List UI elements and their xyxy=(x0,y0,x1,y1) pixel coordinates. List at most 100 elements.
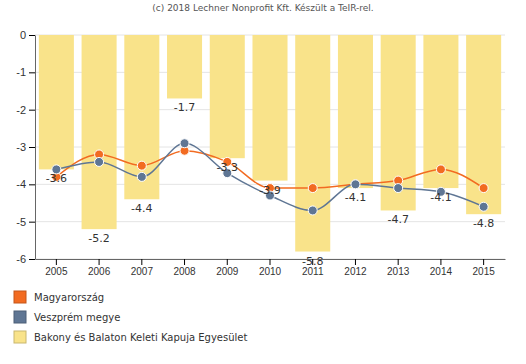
tick-mark xyxy=(29,222,35,223)
y-tick-label: -4 xyxy=(16,178,26,190)
data-label: -3.6 xyxy=(46,172,67,185)
tick-mark xyxy=(398,259,399,265)
y-tick-label: -5 xyxy=(16,216,26,228)
tick-mark xyxy=(141,259,142,265)
legend-swatch xyxy=(14,331,26,343)
x-axis: 2005 2006 2007 2008 2009 2010 2011 2012 2013 2014… xyxy=(36,259,506,277)
tick: 2010 xyxy=(259,259,282,277)
data-label: -4.1 xyxy=(430,191,451,204)
y-axis: -6-5-4-3-2-10 xyxy=(16,29,35,265)
bar xyxy=(466,35,501,214)
tick-mark xyxy=(29,110,35,111)
x-tick-label: 2010 xyxy=(259,266,282,277)
marker xyxy=(95,157,104,166)
tick-mark xyxy=(270,259,271,265)
legend-item: Bakony és Balaton Keleti Kapuja Egyesüle… xyxy=(14,331,247,343)
axis-line xyxy=(35,36,36,260)
grid xyxy=(35,35,505,259)
tick: 2006 xyxy=(88,259,111,277)
bar xyxy=(124,35,159,199)
legend-label: Veszprém megye xyxy=(34,312,120,323)
marker xyxy=(351,180,360,189)
bar xyxy=(295,35,330,252)
data-labels: -3.6-5.2-4.4-1.7-3.3-3.9-5.8-4.1-4.7-4.1… xyxy=(46,101,495,267)
tick-mark xyxy=(29,147,35,148)
marker xyxy=(180,139,189,148)
plot: -3.6-5.2-4.4-1.7-3.3-3.9-5.8-4.1-4.7-4.1… xyxy=(16,29,505,277)
tick-mark xyxy=(29,72,35,73)
x-tick-label: 2014 xyxy=(430,266,453,277)
bar xyxy=(252,35,287,181)
tick: 2011 xyxy=(302,259,324,277)
legend-swatch xyxy=(14,291,26,303)
marker xyxy=(394,184,403,193)
x-tick-label: 2011 xyxy=(302,266,324,277)
legend-item: Veszprém megye xyxy=(14,311,120,323)
tick-mark xyxy=(29,184,35,185)
x-tick-label: 2006 xyxy=(88,266,111,277)
markers xyxy=(52,139,488,215)
legend: Magyarország Veszprém megye Bakony és Bala… xyxy=(14,291,247,343)
y-tick-label: -3 xyxy=(16,141,26,153)
tick: 2008 xyxy=(173,259,196,277)
data-label: -1.7 xyxy=(174,101,195,114)
bar-series xyxy=(39,35,501,252)
marks xyxy=(39,35,501,252)
marker xyxy=(308,206,317,215)
tick: -6 xyxy=(16,253,35,265)
tick: -3 xyxy=(16,141,35,153)
tick-mark xyxy=(56,259,57,265)
title: (c) 2018 Lechner Nonprofit Kft. Készült … xyxy=(152,3,373,13)
tick-mark xyxy=(440,259,441,265)
marker xyxy=(436,165,445,174)
line xyxy=(56,143,483,210)
tick: 2013 xyxy=(387,259,410,277)
x-tick-label: 2013 xyxy=(387,266,410,277)
bar xyxy=(338,35,373,188)
tick: 2007 xyxy=(131,259,154,277)
tick-mark xyxy=(355,259,356,265)
tick-mark xyxy=(184,259,185,265)
x-tick-label: 2007 xyxy=(131,266,154,277)
marker xyxy=(308,184,317,193)
bar xyxy=(167,35,202,98)
data-label: -3.3 xyxy=(217,161,238,174)
y-tick-label: -6 xyxy=(16,253,26,265)
tick-mark xyxy=(227,259,228,265)
x-tick-label: 2005 xyxy=(45,266,68,277)
tick: -5 xyxy=(16,216,35,228)
bar xyxy=(82,35,117,229)
data-label: -5.2 xyxy=(88,232,109,245)
tick: 2014 xyxy=(430,259,453,277)
bar xyxy=(39,35,74,169)
tick: -4 xyxy=(16,178,35,190)
tick-mark xyxy=(312,259,313,265)
marker xyxy=(479,202,488,211)
y-tick-label: -2 xyxy=(16,104,26,116)
data-label: -4.7 xyxy=(387,213,408,226)
y-tick-label: 0 xyxy=(20,29,26,41)
tick: 0 xyxy=(20,29,35,41)
data-label: -4.4 xyxy=(131,202,152,215)
tick-mark xyxy=(29,259,35,260)
data-label: -4.1 xyxy=(345,191,366,204)
bar xyxy=(210,35,245,158)
marker xyxy=(351,180,360,189)
bar xyxy=(381,35,416,210)
legend-label: Magyarország xyxy=(34,292,104,303)
x-tick-label: 2012 xyxy=(344,266,367,277)
tick-mark xyxy=(99,259,100,265)
tick-mark xyxy=(483,259,484,265)
legend-label: Bakony és Balaton Keleti Kapuja Egyesüle… xyxy=(34,332,247,343)
chart: (c) 2018 Lechner Nonprofit Kft. Készült … xyxy=(0,0,526,364)
x-tick-label: 2015 xyxy=(473,266,496,277)
marker xyxy=(137,161,146,170)
tick: 2009 xyxy=(216,259,239,277)
marker xyxy=(137,172,146,181)
tick-mark xyxy=(29,35,35,36)
marker xyxy=(479,184,488,193)
tick: 2015 xyxy=(473,259,496,277)
legend-item: Magyarország xyxy=(14,291,104,303)
tick: 2012 xyxy=(344,259,367,277)
x-tick-label: 2008 xyxy=(173,266,196,277)
